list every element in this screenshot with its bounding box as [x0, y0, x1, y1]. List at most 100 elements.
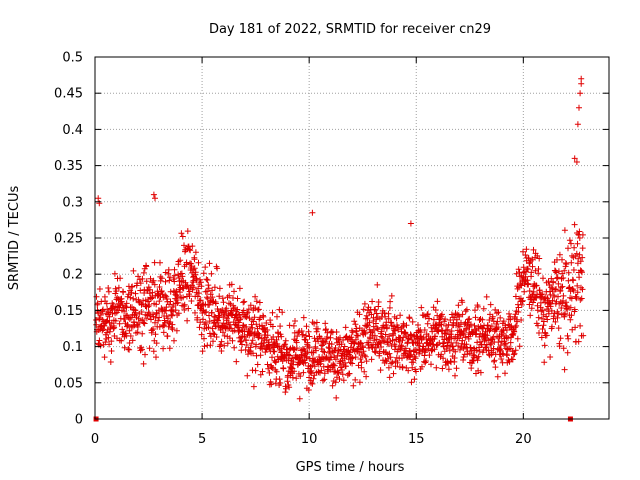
- data-point: [578, 80, 585, 87]
- data-point: [204, 277, 211, 283]
- data-point: [274, 353, 281, 360]
- data-point: [191, 265, 198, 272]
- data-point: [313, 328, 320, 335]
- data-point: [213, 334, 220, 340]
- data-point: [564, 332, 571, 339]
- data-point: [96, 200, 103, 207]
- data-point: [171, 272, 178, 279]
- data-point: [188, 298, 195, 304]
- data-point: [226, 335, 233, 342]
- data-point: [167, 274, 173, 281]
- data-point: [262, 349, 269, 356]
- data-point: [521, 288, 528, 295]
- data-point: [413, 368, 419, 375]
- data-point: [264, 327, 271, 333]
- data-point: [94, 300, 101, 307]
- data-point: [186, 246, 193, 253]
- data-point: [547, 354, 554, 360]
- data-point: [403, 322, 410, 329]
- data-point: [525, 266, 531, 273]
- grid-lines: [95, 57, 609, 419]
- data-point: [139, 330, 146, 337]
- data-point: [319, 377, 326, 384]
- data-point: [201, 321, 208, 328]
- data-point: [498, 356, 505, 362]
- data-point: [342, 363, 349, 370]
- data-point: [203, 294, 210, 301]
- data-point: [165, 323, 172, 330]
- data-point: [216, 285, 223, 292]
- data-point: [215, 317, 221, 324]
- data-point: [309, 362, 316, 369]
- data-point: [311, 335, 318, 342]
- data-point: [491, 357, 498, 364]
- data-point: [443, 346, 450, 352]
- data-point: [300, 314, 307, 321]
- data-point: [220, 314, 227, 321]
- data-point: [424, 311, 431, 318]
- data-point: [265, 365, 272, 372]
- data-point: [268, 381, 275, 388]
- data-point: [438, 321, 445, 328]
- data-point: [468, 365, 475, 372]
- data-point: [157, 277, 164, 284]
- data-point: [241, 298, 248, 305]
- data-point: [452, 348, 459, 355]
- data-point: [209, 294, 216, 301]
- data-point: [447, 317, 454, 323]
- data-point: [566, 237, 573, 244]
- data-point: [469, 357, 476, 364]
- data-point: [424, 320, 431, 327]
- data-point: [409, 318, 416, 325]
- data-point: [253, 321, 260, 328]
- data-point: [471, 322, 478, 329]
- data-point: [204, 288, 211, 295]
- data-point: [371, 337, 378, 344]
- data-point: [124, 322, 131, 329]
- data-point: [516, 343, 523, 350]
- data-point: [576, 228, 583, 235]
- data-point: [467, 344, 474, 351]
- data-point: [567, 316, 574, 323]
- data-point: [191, 256, 198, 263]
- data-point: [148, 327, 155, 334]
- data-point: [252, 293, 259, 300]
- data-point: [372, 306, 379, 313]
- data-point: [338, 367, 345, 373]
- data-point: [332, 345, 339, 351]
- data-point: [331, 362, 338, 369]
- data-point: [139, 346, 145, 353]
- data-point: [107, 359, 114, 365]
- data-point: [502, 370, 508, 377]
- data-point: [558, 284, 565, 291]
- data-point: [483, 293, 490, 300]
- data-point: [385, 364, 392, 371]
- data-point: [216, 312, 223, 319]
- data-point: [165, 266, 172, 273]
- data-point: [539, 291, 546, 298]
- data-point: [545, 310, 552, 317]
- data-point: [560, 275, 567, 281]
- data-point: [435, 322, 442, 329]
- data-point: [544, 316, 551, 323]
- data-point: [152, 319, 158, 326]
- data-point: [510, 351, 517, 358]
- data-point: [235, 324, 242, 331]
- data-point: [119, 302, 126, 309]
- data-point: [490, 345, 497, 352]
- data-point: [553, 286, 560, 293]
- data-point: [350, 382, 357, 389]
- data-point: [97, 312, 104, 318]
- data-point: [545, 278, 552, 285]
- data-point: [530, 299, 536, 306]
- data-point: [533, 294, 540, 301]
- data-point: [209, 287, 216, 294]
- data-point: [337, 334, 343, 341]
- data-point: [318, 335, 324, 342]
- data-point: [389, 359, 396, 366]
- data-point: [137, 287, 144, 294]
- data-point: [183, 259, 190, 266]
- data-point: [377, 367, 384, 374]
- data-point: [535, 322, 541, 329]
- data-point: [556, 251, 563, 258]
